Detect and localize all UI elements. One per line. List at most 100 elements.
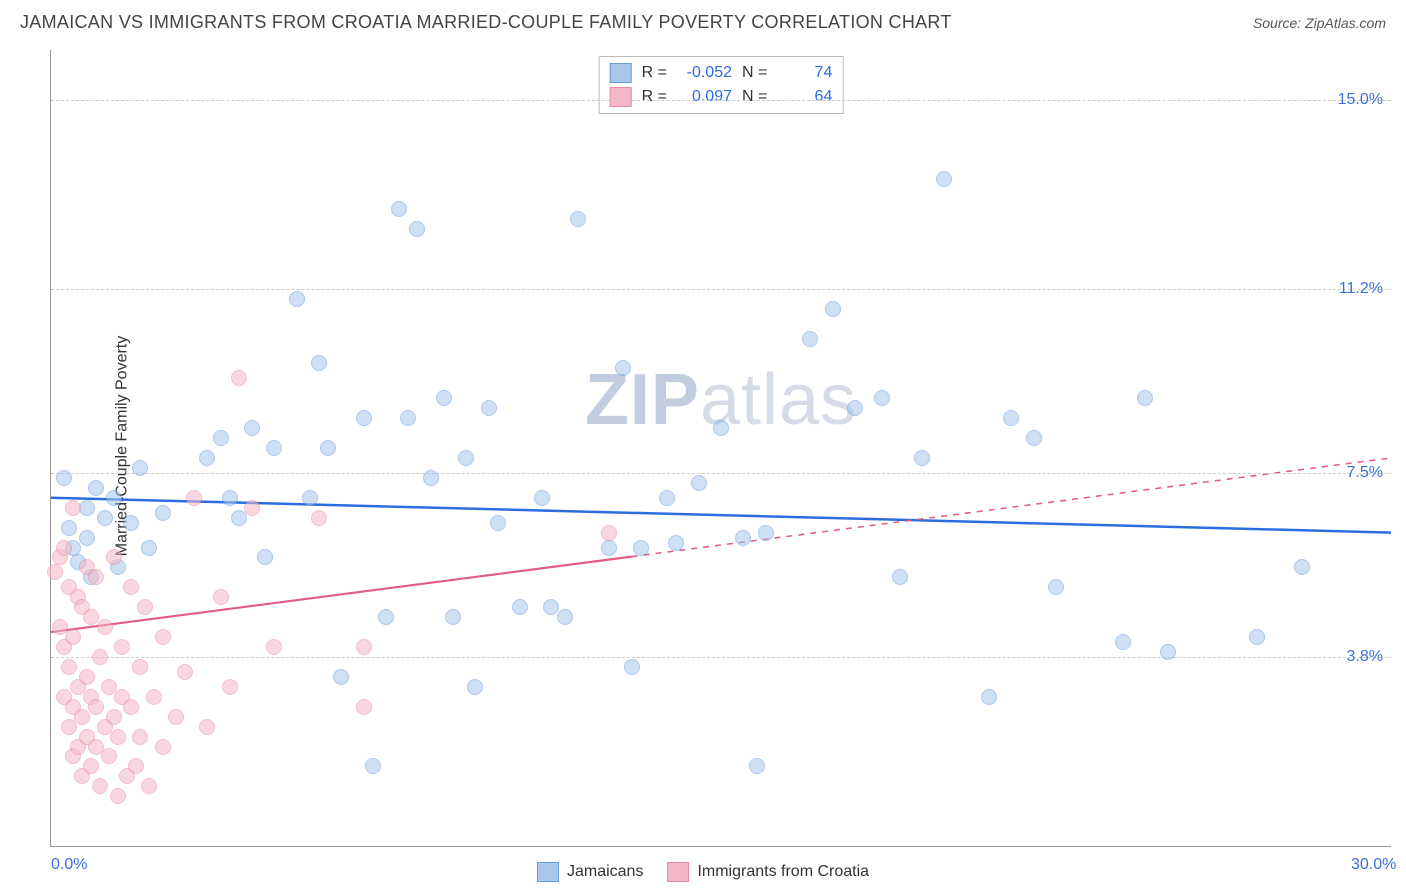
data-point (88, 569, 104, 585)
source-label: Source: ZipAtlas.com (1253, 15, 1386, 31)
gridline (51, 289, 1391, 290)
data-point (266, 639, 282, 655)
y-tick-label: 7.5% (1347, 464, 1383, 482)
data-point (106, 709, 122, 725)
data-point (213, 430, 229, 446)
data-point (825, 301, 841, 317)
data-point (88, 699, 104, 715)
data-point (311, 355, 327, 371)
legend-swatch (667, 862, 689, 882)
data-point (199, 719, 215, 735)
data-point (123, 579, 139, 595)
data-point (490, 515, 506, 531)
correlation-row: R =-0.052N =74 (610, 61, 833, 85)
data-point (467, 679, 483, 695)
legend-item: Jamaicans (537, 862, 643, 882)
correlation-row: R =0.097N =64 (610, 85, 833, 109)
data-point (445, 609, 461, 625)
data-point (981, 689, 997, 705)
data-point (97, 619, 113, 635)
data-point (266, 440, 282, 456)
data-point (132, 460, 148, 476)
x-tick-label: 30.0% (1351, 856, 1396, 874)
data-point (758, 525, 774, 541)
data-point (213, 589, 229, 605)
data-point (155, 629, 171, 645)
data-point (668, 535, 684, 551)
data-point (615, 360, 631, 376)
data-point (1294, 559, 1310, 575)
data-point (1026, 430, 1042, 446)
n-value: 74 (777, 64, 832, 82)
trend-line (51, 557, 632, 632)
data-point (141, 778, 157, 794)
data-point (61, 520, 77, 536)
data-point (1048, 579, 1064, 595)
data-point (378, 609, 394, 625)
data-point (633, 540, 649, 556)
data-point (88, 480, 104, 496)
n-label: N = (742, 88, 767, 106)
chart-title: JAMAICAN VS IMMIGRANTS FROM CROATIA MARR… (20, 12, 952, 33)
data-point (914, 450, 930, 466)
correlation-legend: R =-0.052N =74R =0.097N =64 (599, 56, 844, 114)
data-point (481, 400, 497, 416)
data-point (186, 490, 202, 506)
data-point (713, 420, 729, 436)
gridline (51, 657, 1391, 658)
data-point (847, 400, 863, 416)
legend-item: Immigrants from Croatia (667, 862, 869, 882)
data-point (289, 291, 305, 307)
data-point (168, 709, 184, 725)
legend-swatch (610, 87, 632, 107)
y-tick-label: 11.2% (1339, 280, 1383, 298)
data-point (1160, 644, 1176, 660)
data-point (56, 540, 72, 556)
data-point (231, 370, 247, 386)
data-point (802, 331, 818, 347)
data-point (83, 758, 99, 774)
data-point (749, 758, 765, 774)
r-value: 0.097 (677, 88, 732, 106)
r-label: R = (642, 88, 667, 106)
data-point (512, 599, 528, 615)
data-point (132, 729, 148, 745)
data-point (101, 748, 117, 764)
data-point (892, 569, 908, 585)
data-point (659, 490, 675, 506)
data-point (624, 659, 640, 675)
data-point (47, 564, 63, 580)
trend-lines (51, 50, 1391, 846)
data-point (691, 475, 707, 491)
data-point (1249, 629, 1265, 645)
data-point (155, 739, 171, 755)
data-point (74, 709, 90, 725)
legend-label: Immigrants from Croatia (697, 863, 869, 881)
data-point (333, 669, 349, 685)
data-point (735, 530, 751, 546)
data-point (61, 719, 77, 735)
chart-area: ZIPatlas R =-0.052N =74R =0.097N =64 3.8… (50, 50, 1391, 847)
data-point (199, 450, 215, 466)
n-label: N = (742, 64, 767, 82)
data-point (409, 221, 425, 237)
data-point (97, 510, 113, 526)
legend-label: Jamaicans (567, 863, 643, 881)
data-point (56, 470, 72, 486)
data-point (436, 390, 452, 406)
data-point (936, 171, 952, 187)
data-point (302, 490, 318, 506)
gridline (51, 473, 1391, 474)
data-point (222, 679, 238, 695)
data-point (106, 549, 122, 565)
data-point (110, 729, 126, 745)
data-point (557, 609, 573, 625)
data-point (458, 450, 474, 466)
data-point (231, 510, 247, 526)
data-point (146, 689, 162, 705)
data-point (79, 669, 95, 685)
data-point (356, 699, 372, 715)
data-point (61, 659, 77, 675)
legend-swatch (610, 63, 632, 83)
data-point (391, 201, 407, 217)
